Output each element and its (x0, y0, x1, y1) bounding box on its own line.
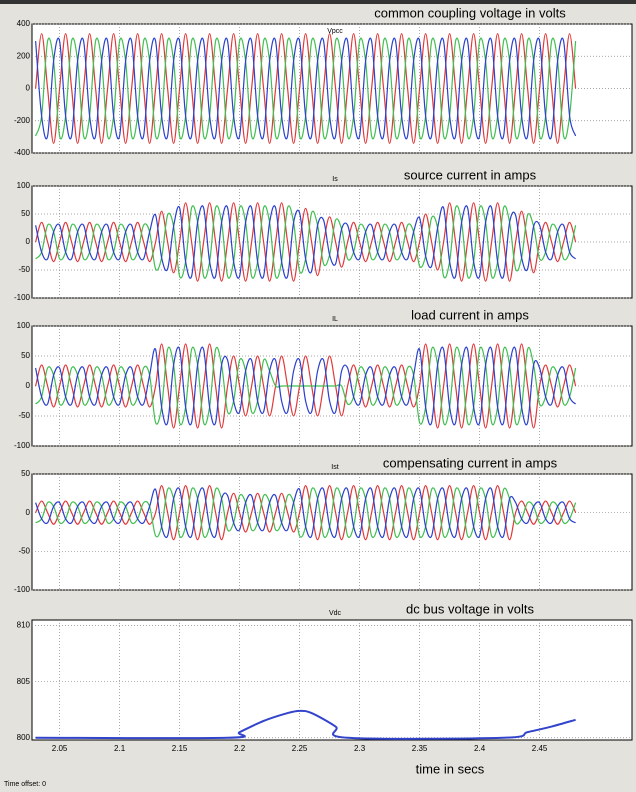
y-tick-label: -50 (18, 546, 30, 555)
x-tick-label: 2.15 (172, 744, 188, 753)
x-tick-label: 2.25 (292, 744, 308, 753)
y-tick-label: 0 (26, 237, 31, 246)
y-tick-label: 100 (17, 321, 31, 330)
y-tick-label: 0 (26, 84, 31, 93)
y-tick-label: -100 (14, 441, 31, 450)
signal-line (35, 709, 576, 740)
y-tick-label: 810 (17, 621, 31, 630)
y-tick-label: -400 (14, 148, 31, 157)
x-tick-label: 2.3 (354, 744, 366, 753)
signal-line (35, 343, 577, 429)
y-tick-label: -100 (14, 585, 31, 594)
y-tick-label: -200 (14, 116, 31, 125)
x-tick-label: 2.4 (474, 744, 486, 753)
chart-title: source current in amps (404, 167, 537, 182)
signal-line (35, 202, 577, 282)
signal-label: IL (332, 316, 338, 323)
chart-title: load current in amps (411, 307, 529, 322)
x-axis-label: time in secs (416, 761, 485, 776)
y-tick-label: -100 (14, 293, 31, 302)
signal-line (35, 33, 577, 144)
chart-title: dc bus voltage in volts (406, 601, 534, 616)
y-tick-label: -50 (18, 411, 30, 420)
signal-line (35, 205, 577, 279)
signal-label: Vdc (329, 610, 342, 617)
y-tick-label: 50 (21, 469, 30, 478)
x-tick-label: 2.05 (52, 744, 68, 753)
y-tick-label: 0 (26, 508, 31, 517)
chart-title: common coupling voltage in volts (374, 5, 566, 20)
y-tick-label: 50 (21, 351, 30, 360)
y-tick-label: 805 (17, 677, 31, 686)
signal-line (35, 37, 577, 140)
y-tick-label: 200 (17, 51, 31, 60)
y-tick-label: 0 (26, 381, 31, 390)
signal-label: Vpcc (327, 28, 343, 35)
y-tick-label: 800 (17, 733, 31, 742)
signal-line (35, 346, 577, 426)
signal-label: Is (332, 176, 338, 183)
y-tick-label: -50 (18, 265, 30, 274)
chart-title: compensating current in amps (383, 455, 558, 470)
x-tick-label: 2.1 (114, 744, 126, 753)
x-tick-label: 2.45 (532, 744, 548, 753)
y-tick-label: 100 (17, 181, 31, 190)
y-tick-label: 50 (21, 209, 30, 218)
signal-label: Ist (331, 464, 338, 471)
x-tick-label: 2.2 (234, 744, 246, 753)
signal-line (35, 484, 577, 541)
y-tick-label: 400 (17, 19, 31, 28)
plot-area (31, 619, 633, 741)
x-tick-label: 2.35 (412, 744, 428, 753)
signal-line (35, 487, 576, 539)
time-offset: Time offset: 0 (4, 781, 46, 788)
top-border (0, 0, 636, 4)
